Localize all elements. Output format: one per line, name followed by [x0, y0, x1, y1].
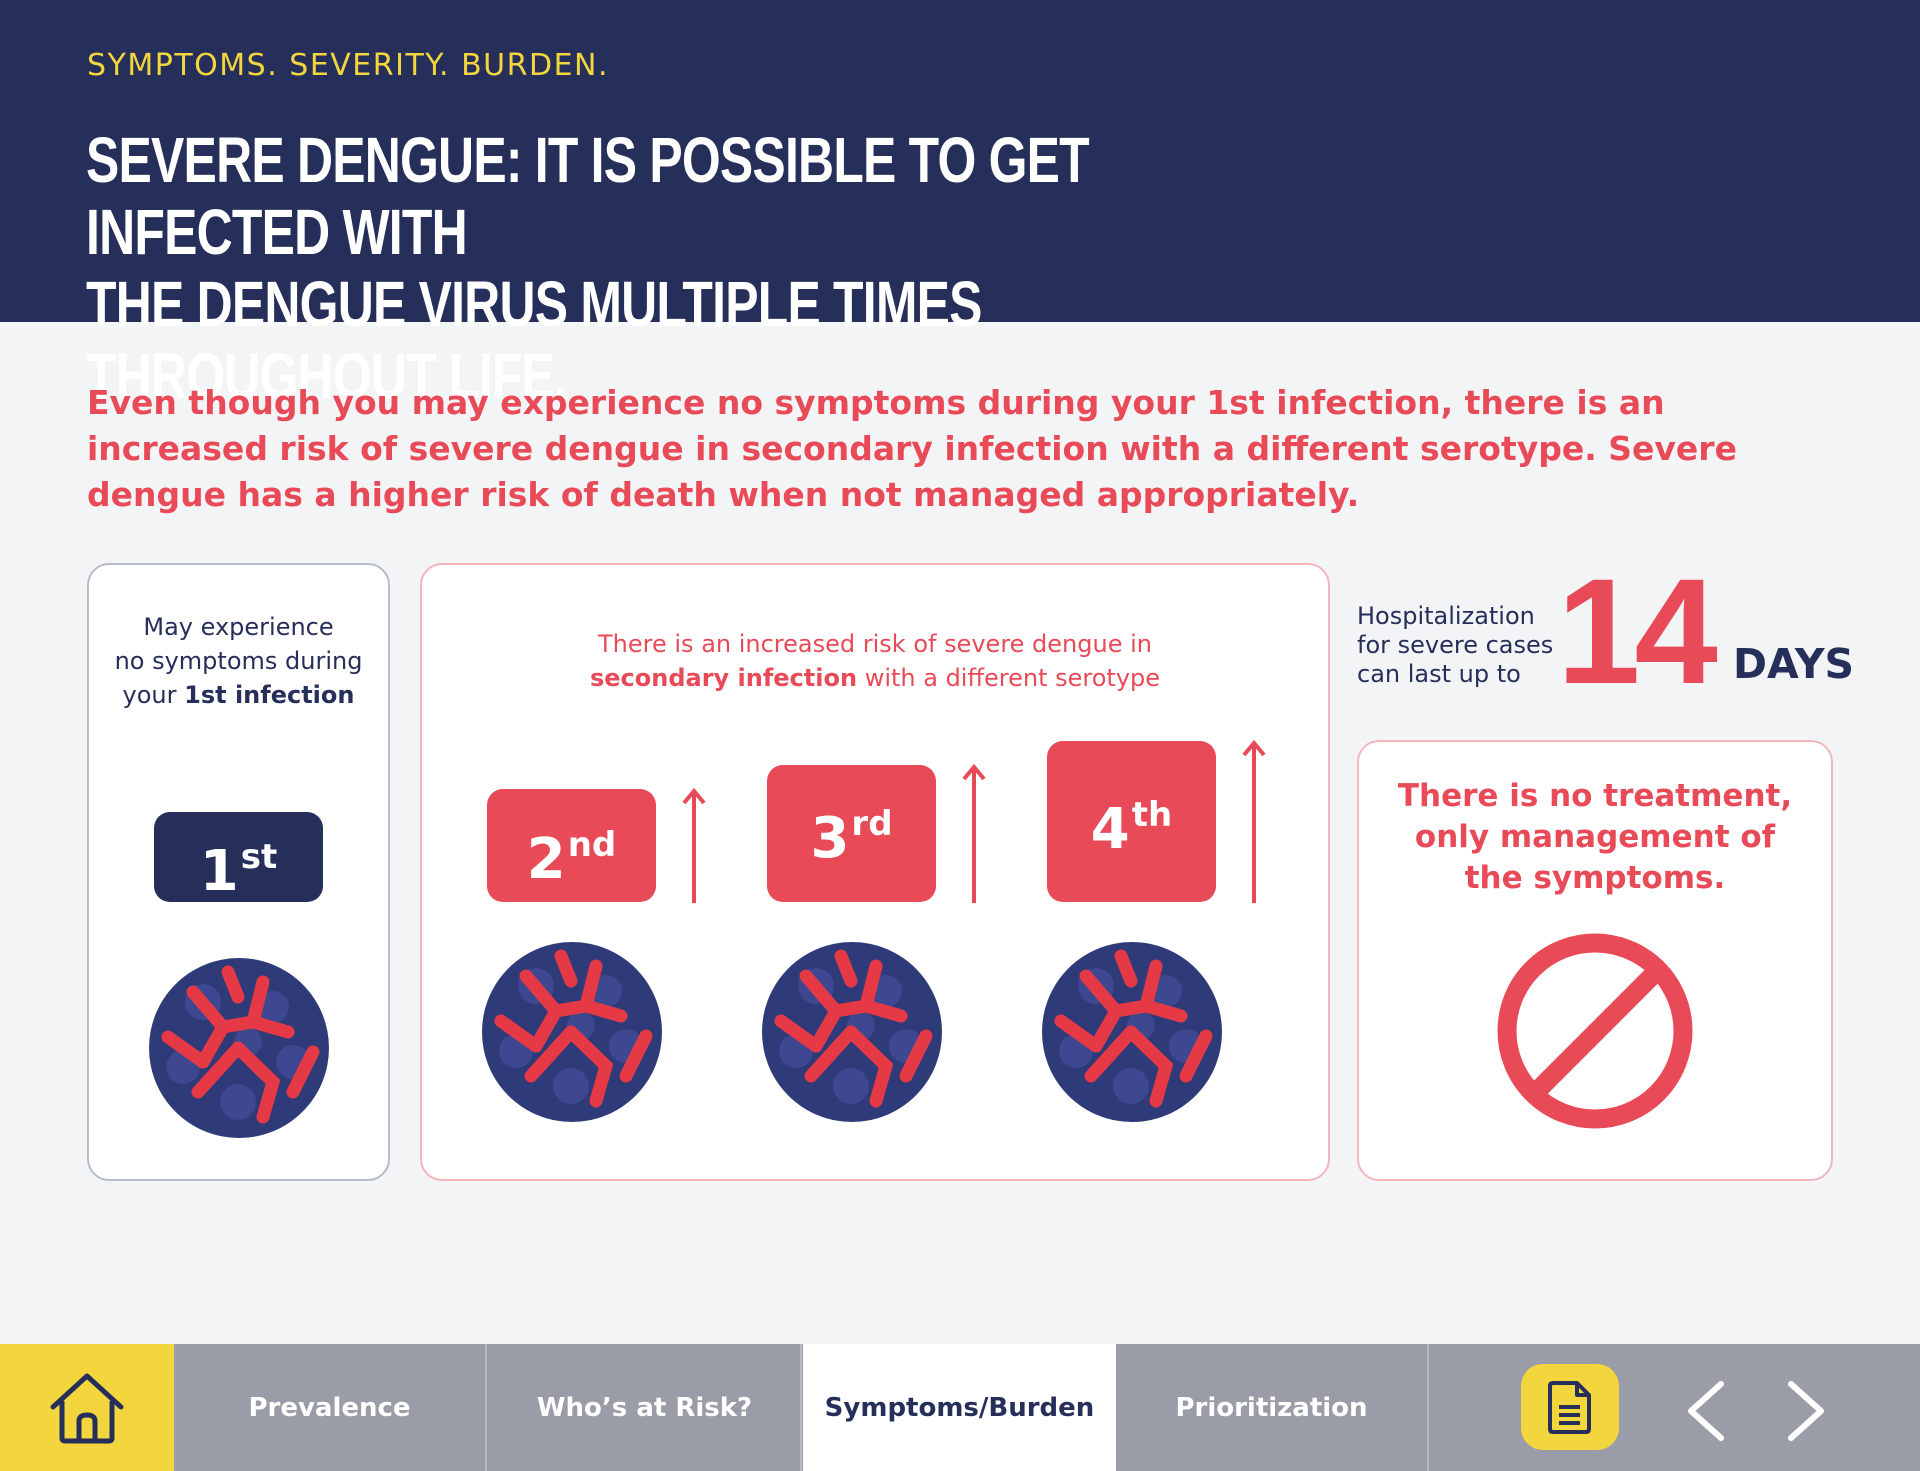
first-text-line-3: your 1st infection	[89, 678, 388, 712]
mid-text-bold: secondary infection	[589, 664, 858, 692]
home-icon	[50, 1373, 124, 1443]
first-text-line-1: May experience	[143, 613, 334, 641]
badge-suffix: rd	[851, 804, 893, 844]
badge-number: 3	[810, 806, 850, 871]
tab-prioritization[interactable]: Prioritization	[1116, 1344, 1429, 1471]
page-title: SEVERE DENGUE: IT IS POSSIBLE TO GET INF…	[86, 124, 1100, 412]
virus-icon	[756, 936, 948, 1128]
virus-icon	[143, 952, 335, 1144]
arrow-up-icon	[962, 763, 986, 903]
page-title-line-2: THE DENGUE VIRUS MULTIPLE TIMES THROUGHO…	[86, 268, 982, 412]
first-infection-text: May experience no symptoms during your 1…	[89, 610, 388, 712]
chevron-right-icon[interactable]	[1785, 1380, 1829, 1442]
first-text-bold: 1st infection	[184, 681, 355, 709]
treatment-line-2: only management of	[1414, 819, 1776, 855]
arrow-up-icon	[1242, 739, 1266, 903]
bottom-navigation: Prevalence Who’s at Risk? Symptoms/Burde…	[0, 1344, 1920, 1471]
virus-icon	[476, 936, 668, 1128]
home-button[interactable]	[0, 1344, 174, 1471]
hospitalization-days-unit: DAYS	[1733, 640, 1855, 688]
treatment-text: There is no treatment, only management o…	[1359, 776, 1831, 899]
page-title-line-1: SEVERE DENGUE: IT IS POSSIBLE TO GET INF…	[86, 124, 1090, 268]
chevron-left-icon[interactable]	[1683, 1380, 1727, 1442]
badge-suffix: st	[240, 837, 278, 877]
hospitalization-days-number: 14	[1557, 547, 1718, 715]
treatment-line-1: There is no treatment,	[1397, 778, 1793, 814]
section-eyebrow: SYMPTOMS. SEVERITY. BURDEN.	[87, 48, 610, 83]
badge-number: 1	[199, 839, 239, 904]
mid-text-rest: with a different serotype	[857, 664, 1161, 692]
badge-4th: 4th	[1047, 741, 1216, 902]
hospitalization-line-2: for severe cases	[1357, 631, 1554, 659]
tab-prevalence[interactable]: Prevalence	[174, 1344, 487, 1471]
first-text-line-2: no symptoms during	[114, 647, 363, 675]
tab-symptoms-burden[interactable]: Symptoms/Burden	[803, 1344, 1116, 1471]
intro-paragraph: Even though you may experience no sympto…	[87, 383, 1737, 514]
hospitalization-line-1: Hospitalization	[1357, 602, 1535, 630]
document-icon	[1548, 1381, 1591, 1434]
badge-suffix: th	[1131, 795, 1173, 835]
first-infection-card: May experience no symptoms during your 1…	[87, 563, 390, 1181]
hospitalization-line-3: can last up to	[1357, 660, 1521, 688]
secondary-infection-card: There is an increased risk of severe den…	[420, 563, 1330, 1181]
treatment-line-3: the symptoms.	[1464, 860, 1726, 896]
badge-suffix: nd	[567, 825, 617, 865]
badge-3rd: 3rd	[767, 765, 936, 902]
badge-number: 2	[526, 827, 566, 892]
document-button[interactable]	[1521, 1364, 1619, 1450]
hospitalization-text: Hospitalization for severe cases can las…	[1357, 602, 1567, 689]
mid-text-line-1: There is an increased risk of severe den…	[598, 630, 1152, 658]
badge-2nd: 2nd	[487, 789, 656, 902]
mid-text-line-2: secondary infection with a different ser…	[422, 661, 1328, 695]
badge-number: 4	[1090, 797, 1130, 862]
tab-whos-at-risk[interactable]: Who’s at Risk?	[489, 1344, 802, 1471]
arrow-up-icon	[682, 787, 706, 903]
page-header: SYMPTOMS. SEVERITY. BURDEN. SEVERE DENGU…	[0, 0, 1920, 412]
treatment-card: There is no treatment, only management o…	[1357, 740, 1833, 1181]
badge-1st: 1st	[154, 812, 323, 904]
secondary-infection-text: There is an increased risk of severe den…	[422, 627, 1328, 695]
no-entry-icon	[1497, 933, 1693, 1129]
virus-icon	[1036, 936, 1228, 1128]
first-text-prefix: your	[122, 681, 185, 709]
